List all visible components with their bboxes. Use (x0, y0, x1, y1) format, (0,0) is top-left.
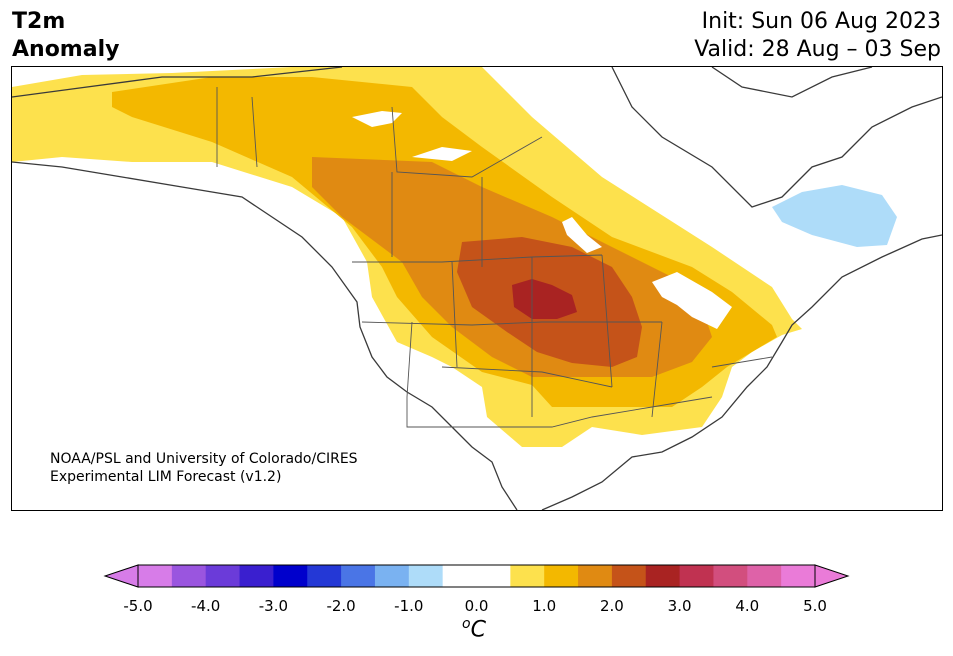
political-borders (216, 87, 773, 428)
colorbar-cell (645, 565, 681, 587)
colorbar-border (137, 564, 816, 588)
colorbar-arrow-low (103, 564, 139, 588)
anomaly-negative (772, 185, 897, 247)
colorbar-tick-label: -1.0 (394, 597, 424, 615)
colorbar-cell (171, 565, 207, 587)
forecast-dates: Init: Sun 06 Aug 2023 Valid: 28 Aug – 03… (694, 8, 941, 64)
colorbar-cell (239, 565, 274, 587)
colorbar-cell (679, 565, 714, 587)
anomaly-map: NOAA/PSL and University of Colorado/CIRE… (12, 67, 942, 510)
colorbar-tick-label: -2.0 (326, 597, 356, 615)
lake-patch (352, 111, 732, 329)
colorbar (103, 564, 850, 588)
colorbar-tick-label: 5.0 (803, 597, 827, 615)
colorbar-cell (781, 565, 816, 587)
anomaly-2-5 (512, 279, 577, 319)
colorbar-cell (544, 565, 579, 587)
colorbar-cell (341, 565, 376, 587)
colorbar-tick-label: 2.0 (599, 597, 624, 615)
colorbar-tick-label: -4.0 (191, 597, 221, 615)
credit-line-1: NOAA/PSL and University of Colorado/CIRE… (50, 451, 358, 467)
colorbar-cell (408, 565, 444, 587)
unit-degree: o (462, 616, 471, 632)
colorbar-tick-label: -3.0 (258, 597, 289, 615)
init-date: Init: Sun 06 Aug 2023 (701, 9, 941, 34)
colorbar-cell (273, 565, 308, 587)
valid-date: Valid: 28 Aug – 03 Sep (694, 37, 941, 62)
colorbar-unit: oC (462, 616, 486, 642)
colorbar-cell (476, 565, 511, 587)
colorbar-cell (713, 565, 748, 587)
colorbar-cell (578, 565, 613, 587)
colorbar-cell (510, 565, 545, 587)
colorbar-tick-label: -5.0 (123, 597, 153, 615)
colorbar-cell (374, 565, 410, 587)
colorbar-tick-label: 1.0 (532, 597, 557, 615)
colorbar-cell (442, 565, 477, 587)
colorbar-cell (307, 565, 342, 587)
credit-line-2: Experimental LIM Forecast (v1.2) (50, 469, 281, 485)
colorbar-tick-label: 0.0 (464, 597, 489, 615)
map-title: T2m Anomaly (12, 8, 119, 64)
map-panel: NOAA/PSL and University of Colorado/CIRE… (11, 66, 943, 511)
unit-base: C (470, 617, 486, 643)
title-line-2: Anomaly (12, 37, 120, 62)
coastline (12, 67, 942, 510)
colorbar-cell (747, 565, 782, 587)
colorbar-cell (205, 565, 241, 587)
title-line-1: T2m (12, 9, 66, 34)
colorbar-cell (138, 565, 173, 587)
colorbar-tick-label: 3.0 (667, 597, 692, 615)
colorbar-cell (611, 565, 647, 587)
colorbar-tick-label: 4.0 (735, 597, 760, 615)
colorbar-arrow-high (814, 564, 850, 588)
